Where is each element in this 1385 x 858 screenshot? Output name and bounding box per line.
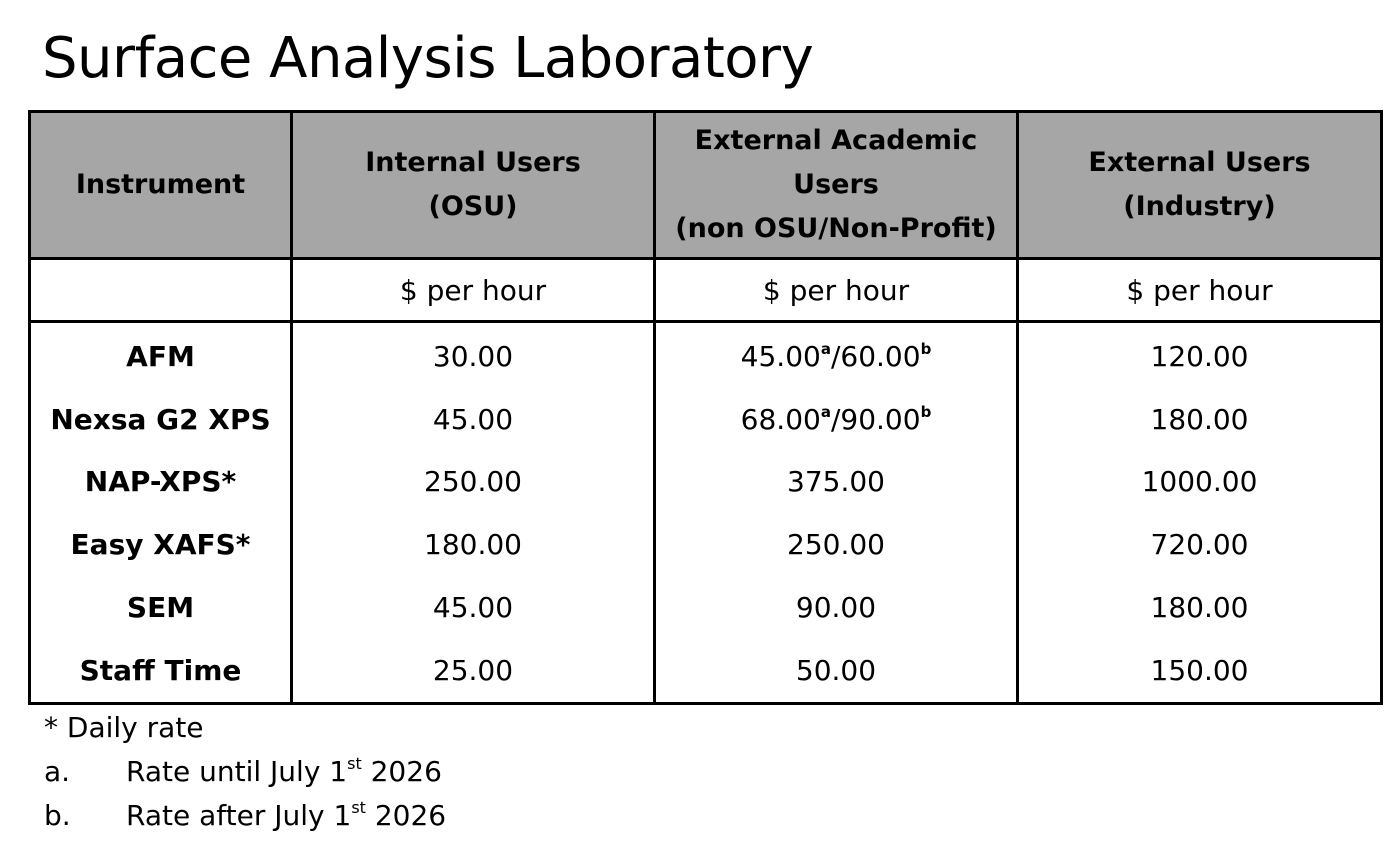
internal-rate: 45.00: [290, 387, 656, 451]
instrument-name: NAP-XPS*: [28, 450, 293, 514]
footnote-b: b. Rate after July 1st 2026: [44, 794, 446, 838]
unit-cell-industry: $ per hour: [1016, 258, 1383, 323]
table-row: Staff Time 25.00 50.00 150.00: [28, 638, 1383, 704]
footnote-marker-b: b: [920, 402, 932, 421]
industry-rate: 150.00: [1016, 638, 1383, 704]
industry-rate: 180.00: [1016, 387, 1383, 451]
rates-table: Instrument Internal Users (OSU) External…: [28, 110, 1383, 705]
academic-rate: 90.00: [653, 576, 1019, 639]
unit-cell-internal: $ per hour: [290, 258, 656, 323]
instrument-name: Nexsa G2 XPS: [28, 387, 293, 451]
instrument-name: Easy XAFS*: [28, 513, 293, 577]
footnote-a: a. Rate until July 1st 2026: [44, 750, 446, 794]
internal-rate: 250.00: [290, 450, 656, 514]
units-row: $ per hour $ per hour $ per hour: [28, 258, 1383, 323]
internal-rate: 180.00: [290, 513, 656, 577]
industry-rate: 180.00: [1016, 576, 1383, 639]
instrument-name: SEM: [28, 576, 293, 639]
instrument-name: Staff Time: [28, 638, 293, 704]
footnote-daily-rate: * Daily rate: [44, 711, 204, 744]
industry-rate: 720.00: [1016, 513, 1383, 577]
table-row: NAP-XPS* 250.00 375.00 1000.00: [28, 450, 1383, 514]
header-internal-users: Internal Users (OSU): [290, 111, 656, 260]
table-row: AFM 30.00 45.00a/60.00b 120.00: [28, 321, 1383, 388]
footnotes: * Daily rate a. Rate until July 1st 2026…: [44, 706, 446, 838]
internal-rate: 25.00: [290, 638, 656, 704]
internal-rate: 30.00: [290, 321, 656, 388]
footnote-marker-a: a: [820, 339, 831, 358]
footnote-a-text: Rate until July 1st 2026: [126, 754, 442, 788]
page-title: Surface Analysis Laboratory: [42, 26, 814, 91]
header-external-users-industry: External Users (Industry): [1016, 111, 1383, 260]
table-row: Nexsa G2 XPS 45.00 68.00a/90.00b 180.00: [28, 387, 1383, 451]
academic-rate: 375.00: [653, 450, 1019, 514]
table-header-row: Instrument Internal Users (OSU) External…: [28, 111, 1383, 260]
academic-rate: 50.00: [653, 638, 1019, 704]
footnote-marker-b: b: [920, 339, 932, 358]
footnote-a-marker: a.: [44, 755, 71, 788]
internal-rate: 45.00: [290, 576, 656, 639]
header-external-academic-users: External Academic Users (non OSU/Non-Pro…: [653, 111, 1019, 260]
unit-cell-instrument: [28, 258, 293, 323]
footnote-b-marker: b.: [44, 799, 71, 832]
table-row: SEM 45.00 90.00 180.00: [28, 576, 1383, 639]
industry-rate: 1000.00: [1016, 450, 1383, 514]
academic-rate: 250.00: [653, 513, 1019, 577]
academic-rate: 45.00a/60.00b: [653, 321, 1019, 388]
industry-rate: 120.00: [1016, 321, 1383, 388]
academic-rate: 68.00a/90.00b: [653, 387, 1019, 451]
unit-cell-academic: $ per hour: [653, 258, 1019, 323]
footnote-marker-a: a: [820, 402, 831, 421]
footnote-b-text: Rate after July 1st 2026: [126, 798, 447, 832]
table-row: Easy XAFS* 180.00 250.00 720.00: [28, 513, 1383, 577]
instrument-name: AFM: [28, 321, 293, 388]
header-instrument: Instrument: [28, 111, 293, 260]
